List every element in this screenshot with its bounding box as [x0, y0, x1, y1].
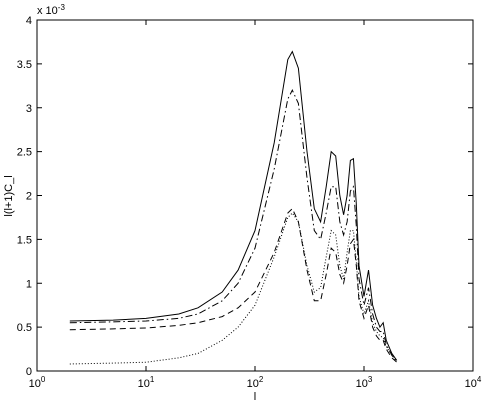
x-tick-exp: 0	[41, 375, 46, 384]
x-tick-exp: 3	[368, 375, 373, 384]
series-line	[69, 50, 398, 361]
x-tick-label: 104	[465, 375, 482, 390]
y-multiplier-base: x 10	[37, 5, 58, 17]
x-tick-label: 100	[29, 375, 46, 390]
x-tick-label: 102	[247, 375, 264, 390]
plot-frame	[36, 19, 474, 372]
y-tick-label: 3.5	[17, 59, 32, 71]
x-tick-base: 10	[465, 378, 477, 390]
y-tick-label: 2	[26, 191, 32, 203]
y-tick-label: 0	[26, 366, 32, 378]
x-tick-label: 103	[356, 375, 373, 390]
y-tick-label: 1	[26, 278, 32, 290]
x-axis-label: l	[254, 391, 256, 403]
y-multiplier: x 10-3	[37, 3, 65, 17]
y-axis-label: l(l+1)C_l	[3, 175, 15, 216]
y-tick-label: 4	[26, 15, 32, 27]
series-line	[69, 89, 398, 363]
y-tick-label: 1.5	[17, 234, 32, 246]
y-multiplier-exp: -3	[58, 3, 66, 12]
series-line	[69, 207, 398, 363]
x-tick-base: 10	[247, 378, 259, 390]
y-tick-label: 2.5	[17, 147, 32, 159]
x-tick-base: 10	[29, 378, 41, 390]
y-tick-label: 3	[26, 103, 32, 115]
x-tick-base: 10	[138, 378, 150, 390]
x-tick-label: 101	[138, 375, 155, 390]
y-tick-label: 0.5	[17, 322, 32, 334]
x-tick-exp: 1	[150, 375, 155, 384]
x-tick-base: 10	[356, 378, 368, 390]
x-tick-exp: 4	[477, 375, 482, 384]
x-tick-exp: 2	[259, 375, 264, 384]
series-line	[69, 212, 398, 365]
